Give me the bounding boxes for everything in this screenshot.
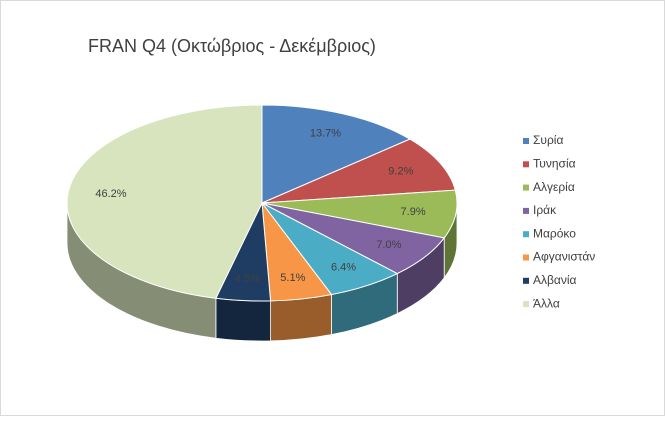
pie-slice <box>261 138 456 204</box>
chart-title: FRAN Q4 (Οκτώβριος - Δεκέμβριος) <box>88 36 376 56</box>
legend-swatch <box>523 184 529 191</box>
data-label: 13.7% <box>310 127 341 139</box>
legend-label: Αλβανία <box>533 273 577 287</box>
legend-swatch <box>523 254 529 261</box>
legend-swatch <box>523 301 529 308</box>
legend-label: Ιράκ <box>533 203 557 217</box>
pie-slice <box>261 104 411 204</box>
pie-slice <box>261 189 458 239</box>
legend-swatch <box>523 207 529 214</box>
data-label: 9.2% <box>388 166 413 178</box>
data-label: 46.2% <box>95 188 126 200</box>
data-label: 7.9% <box>401 206 426 218</box>
pie-side <box>270 294 332 342</box>
legend-swatch <box>523 161 529 168</box>
legend-label: Αλγερία <box>533 180 575 194</box>
legend-swatch <box>523 138 529 144</box>
data-label: 4.5% <box>235 273 260 285</box>
pie-side <box>215 297 271 342</box>
data-label: 5.1% <box>280 272 305 284</box>
legend-label: Συρία <box>533 133 563 147</box>
data-label: 7.0% <box>376 239 401 251</box>
pie-slice <box>66 104 263 299</box>
legend-label: Μαρόκο <box>533 226 576 240</box>
legend-label: Άλλα <box>533 296 560 310</box>
data-label: 6.4% <box>331 261 356 273</box>
legend-label: Τυνησία <box>533 156 576 170</box>
legend-label: Αφγανιστάν <box>533 250 595 264</box>
legend-swatch <box>523 231 529 238</box>
legend-swatch <box>523 277 529 284</box>
